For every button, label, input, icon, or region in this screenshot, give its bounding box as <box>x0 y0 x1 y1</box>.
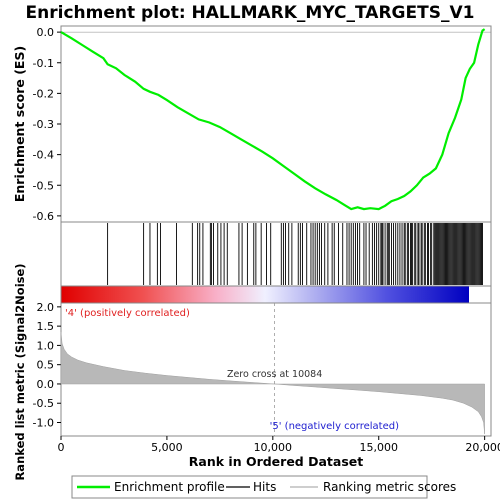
metric-panel-frame <box>60 302 492 437</box>
es-y-ticks: 0.0 -0.1 -0.2 -0.3 -0.4 -0.5 -0.6 <box>33 26 61 223</box>
legend-metric-label: Ranking metric scores <box>323 480 456 494</box>
es-y-tick-label: -0.6 <box>33 210 54 223</box>
rank-color-bar <box>61 286 469 303</box>
metric-y-tick-label: 0.5 <box>37 359 55 372</box>
es-y-tick-label: -0.1 <box>33 57 54 70</box>
legend-hits-label: Hits <box>253 480 276 494</box>
positive-correlation-label: '4' (positively correlated) <box>65 308 190 319</box>
chart-title: Enrichment plot: HALLMARK_MYC_TARGETS_V1 <box>26 3 475 23</box>
x-tick-label: 20,000 <box>465 441 500 454</box>
metric-y-ticks: 2.0 1.5 1.0 0.5 0.0 -0.5 -1.0 <box>33 301 61 430</box>
hit-lines <box>107 223 483 285</box>
metric-y-tick-label: 0.0 <box>37 378 55 391</box>
metric-y-tick-label: -1.0 <box>33 417 54 430</box>
hits-panel-frame <box>60 221 492 287</box>
ranking-metric-area <box>60 331 485 435</box>
x-tick-label: 10,000 <box>254 441 293 454</box>
es-y-tick-label: 0.0 <box>37 26 55 39</box>
rank-x-axis-label: Rank in Ordered Dataset <box>189 454 363 469</box>
legend-enrichment-label: Enrichment profile <box>114 480 225 494</box>
metric-y-tick-label: 2.0 <box>37 301 55 314</box>
metric-y-tick-label: 1.5 <box>37 320 55 333</box>
x-tick-label: 0 <box>58 441 65 454</box>
es-y-tick-label: -0.5 <box>33 179 54 192</box>
metric-y-tick-label: 1.0 <box>37 339 55 352</box>
hits-panel <box>60 221 492 287</box>
x-tick-label: 15,000 <box>359 441 398 454</box>
es-y-tick-label: -0.2 <box>33 87 54 100</box>
zero-cross-label: Zero cross at 10084 <box>227 369 322 380</box>
es-panel-frame <box>60 25 492 223</box>
rank-x-axis: 0 5,000 10,000 15,000 20,000 <box>58 436 500 454</box>
enrichment-profile-line <box>60 28 486 211</box>
legend: Enrichment profile Hits Ranking metric s… <box>71 475 456 499</box>
es-y-axis-label: Enrichment score (ES) <box>12 46 27 202</box>
metric-y-axis-label: Ranked list metric (Signal2Noise) <box>13 263 27 480</box>
metric-y-tick-label: -0.5 <box>33 397 54 410</box>
es-panel: 0.0 -0.1 -0.2 -0.3 -0.4 -0.5 -0.6 <box>33 25 492 223</box>
es-y-tick-label: -0.3 <box>33 118 54 131</box>
es-y-tick-label: -0.4 <box>33 149 54 162</box>
x-tick-label: 5,000 <box>151 441 183 454</box>
metric-panel: 2.0 1.5 1.0 0.5 0.0 -0.5 -1.0 Zero cross at 10… <box>33 301 492 437</box>
negative-correlation-label: '5' (negatively correlated) <box>270 421 399 432</box>
